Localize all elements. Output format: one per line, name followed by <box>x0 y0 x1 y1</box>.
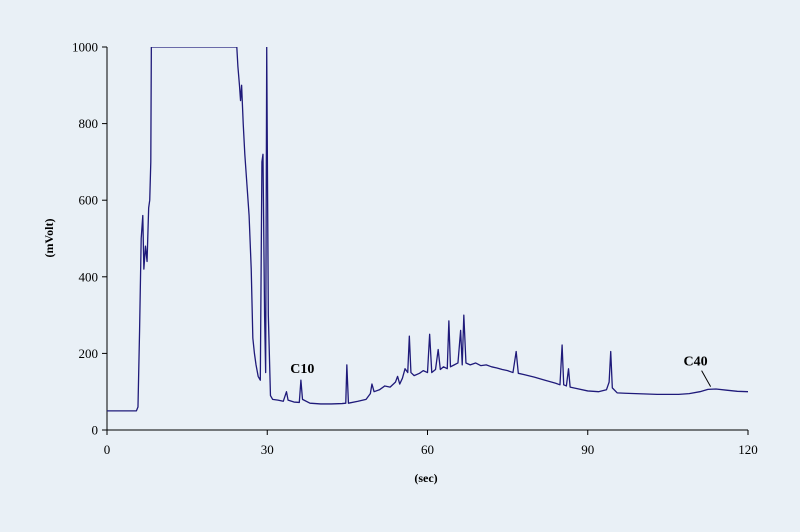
x-tick-label: 30 <box>261 442 274 457</box>
x-axis: 0 30 60 90 120 <box>104 429 758 457</box>
annotation-c40-leader <box>701 370 712 387</box>
y-axis-title: (mVolt) <box>42 219 56 258</box>
y-axis: 0 200 400 600 800 1000 <box>72 40 108 438</box>
annotation-c10-label: C10 <box>290 362 314 377</box>
y-tick-label: 600 <box>79 193 99 208</box>
series-line <box>107 47 748 412</box>
y-tick-label: 400 <box>79 269 99 284</box>
annotation-c40-label: C40 <box>684 355 708 370</box>
y-tick-label: 200 <box>79 346 99 361</box>
y-tick-label: 800 <box>79 116 99 131</box>
series-group <box>107 47 748 412</box>
annotations: C10 C40 <box>290 355 712 387</box>
x-axis-title: (sec) <box>414 471 437 485</box>
x-tick-label: 60 <box>421 442 434 457</box>
y-tick-label: 0 <box>92 423 99 438</box>
y-tick-label: 1000 <box>72 40 98 55</box>
x-tick-label: 120 <box>738 442 758 457</box>
x-tick-label: 90 <box>581 442 594 457</box>
x-tick-label: 0 <box>104 442 111 457</box>
